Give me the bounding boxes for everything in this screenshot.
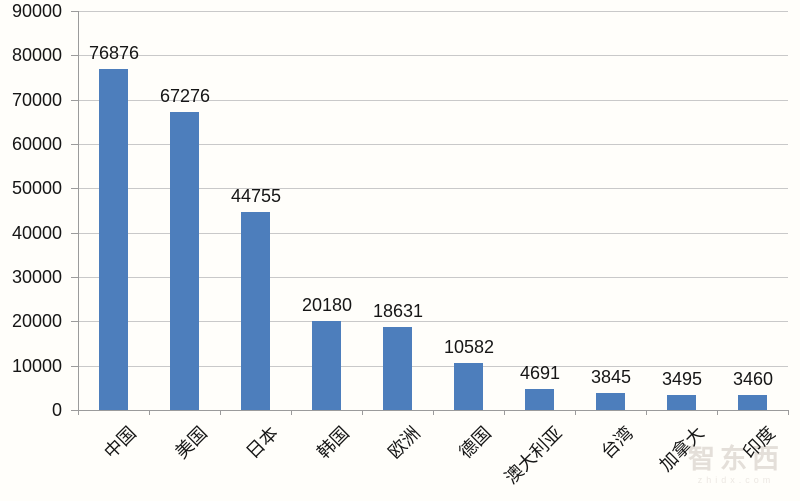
x-axis-category-label: 中国 bbox=[99, 422, 140, 463]
bar-value-label: 67276 bbox=[159, 86, 211, 106]
y-axis-tick bbox=[71, 55, 78, 56]
x-axis-tick bbox=[78, 410, 79, 415]
x-axis-category-label: 日本 bbox=[241, 422, 282, 463]
watermark-url-text: zhidx.com bbox=[697, 475, 775, 485]
bar-value-label: 3460 bbox=[732, 369, 774, 389]
x-axis-tick bbox=[504, 410, 505, 415]
watermark-logo-text: 智东西 bbox=[688, 444, 784, 474]
y-axis-label: 10000 bbox=[11, 356, 62, 376]
y-axis-label: 50000 bbox=[11, 178, 62, 198]
gridline bbox=[78, 55, 788, 56]
x-axis-tick bbox=[717, 410, 718, 415]
bar-value-label: 4691 bbox=[519, 363, 561, 383]
bar bbox=[241, 212, 270, 410]
bar-value-label: 20180 bbox=[301, 295, 353, 315]
y-axis-tick bbox=[71, 188, 78, 189]
bar-value-label: 76876 bbox=[88, 43, 140, 63]
bar bbox=[667, 395, 696, 410]
x-axis-category-label: 德国 bbox=[454, 422, 495, 463]
y-axis-tick bbox=[71, 100, 78, 101]
gridline bbox=[78, 144, 788, 145]
y-axis-tick bbox=[71, 233, 78, 234]
bar bbox=[312, 321, 341, 410]
x-axis-category-label: 欧洲 bbox=[383, 422, 424, 463]
y-axis-tick bbox=[71, 11, 78, 12]
bar bbox=[170, 112, 199, 410]
x-axis-tick bbox=[149, 410, 150, 415]
gridline bbox=[78, 277, 788, 278]
bar bbox=[596, 393, 625, 410]
bar bbox=[454, 363, 483, 410]
gridline bbox=[78, 100, 788, 101]
x-axis-tick bbox=[433, 410, 434, 415]
y-axis-tick bbox=[71, 366, 78, 367]
gridline bbox=[78, 366, 788, 367]
x-axis-category-label: 美国 bbox=[170, 422, 211, 463]
gridline bbox=[78, 11, 788, 12]
bar bbox=[383, 327, 412, 410]
gridline bbox=[78, 321, 788, 322]
y-axis-tick bbox=[71, 277, 78, 278]
gridline bbox=[78, 188, 788, 189]
y-axis-label: 20000 bbox=[11, 311, 62, 331]
y-axis-tick bbox=[71, 144, 78, 145]
x-axis-tick bbox=[575, 410, 576, 415]
y-axis-label: 40000 bbox=[11, 223, 62, 243]
bar bbox=[525, 389, 554, 410]
y-axis-label: 0 bbox=[51, 400, 62, 420]
y-axis-label: 80000 bbox=[11, 45, 62, 65]
bar-value-label: 44755 bbox=[230, 186, 282, 206]
bar-value-label: 3845 bbox=[590, 367, 632, 387]
y-axis-label: 60000 bbox=[11, 134, 62, 154]
x-axis-tick bbox=[291, 410, 292, 415]
x-axis-tick bbox=[362, 410, 363, 415]
bar-value-label: 3495 bbox=[661, 369, 703, 389]
bar-value-label: 10582 bbox=[443, 337, 495, 357]
y-axis-tick bbox=[71, 321, 78, 322]
x-axis-category-label: 台湾 bbox=[596, 422, 637, 463]
y-axis-tick bbox=[71, 410, 78, 411]
y-axis bbox=[78, 11, 79, 415]
y-axis-label: 90000 bbox=[11, 1, 62, 21]
x-axis-tick bbox=[788, 410, 789, 415]
bar bbox=[738, 395, 767, 410]
y-axis-label: 30000 bbox=[11, 267, 62, 287]
x-axis-category-label: 韩国 bbox=[312, 422, 353, 463]
y-axis-label: 70000 bbox=[11, 90, 62, 110]
watermark: 智东西 zhidx.com bbox=[688, 444, 784, 486]
bar bbox=[99, 69, 128, 410]
x-axis-category-label: 澳大利亚 bbox=[500, 422, 566, 488]
x-axis-tick bbox=[646, 410, 647, 415]
x-axis-tick bbox=[220, 410, 221, 415]
bar-value-label: 18631 bbox=[372, 301, 424, 321]
gridline bbox=[78, 233, 788, 234]
